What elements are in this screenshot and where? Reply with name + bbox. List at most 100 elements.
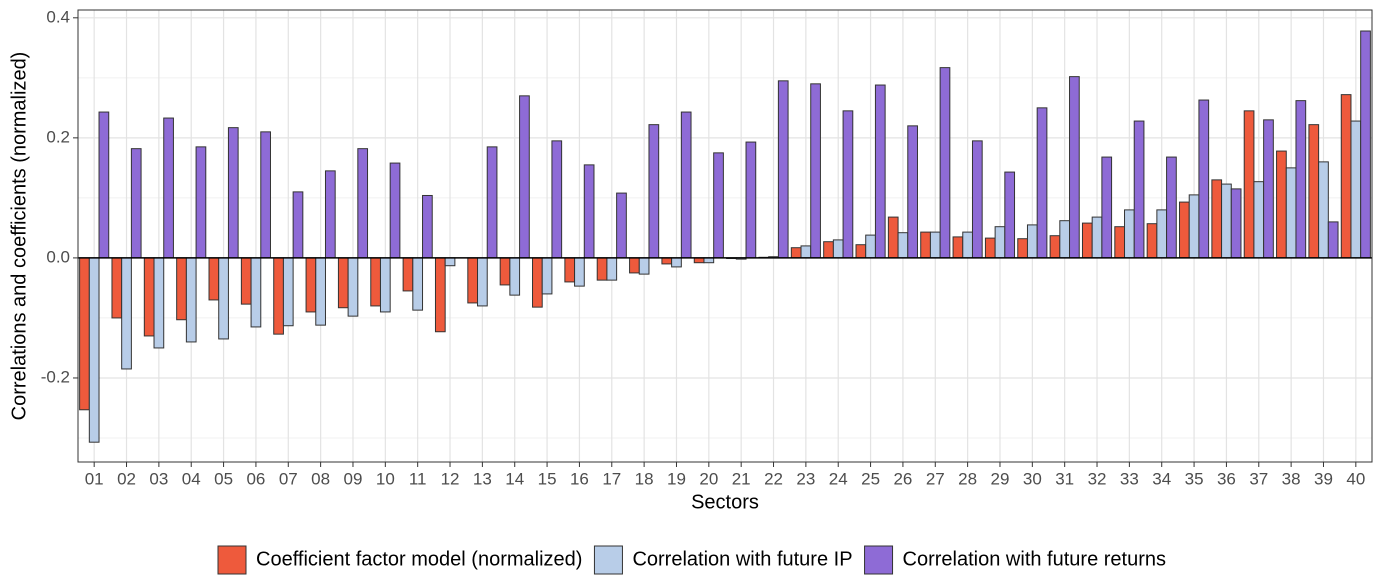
bar (713, 152, 724, 259)
x-tick-label: 38 (1282, 469, 1301, 488)
x-tick-label: 02 (117, 469, 136, 488)
bar (130, 148, 142, 259)
bar (519, 95, 530, 259)
bar (907, 125, 918, 259)
x-tick-label: 13 (473, 469, 492, 488)
x-tick-label: 25 (861, 469, 880, 488)
bar (596, 257, 608, 281)
bar (509, 257, 521, 296)
bar (1081, 222, 1093, 259)
bar (541, 257, 553, 295)
x-tick-label: 11 (409, 469, 427, 488)
legend-key (864, 545, 894, 575)
bar (315, 257, 326, 326)
legend-key (217, 545, 247, 575)
y-tick-label: 0.0 (46, 247, 70, 266)
bar (920, 231, 931, 259)
bar (121, 257, 132, 370)
bar (661, 257, 673, 265)
x-tick-label: 28 (958, 469, 977, 488)
x-tick-label: 32 (1088, 469, 1107, 488)
bar (1360, 30, 1371, 259)
x-tick-label: 19 (667, 469, 686, 488)
x-tick-label: 23 (796, 469, 815, 488)
x-tick-label: 16 (570, 469, 589, 488)
bar (532, 257, 543, 308)
bar (1124, 209, 1135, 259)
bar (1318, 161, 1329, 259)
bar (292, 191, 304, 259)
bar (671, 257, 682, 268)
bar (897, 232, 909, 259)
x-tick-label: 40 (1346, 469, 1365, 488)
legend-label: Correlation with future IP (632, 548, 852, 570)
bar (1069, 76, 1080, 259)
bar (1188, 194, 1200, 259)
legend-key (593, 545, 623, 575)
bar (444, 257, 456, 267)
bar (477, 257, 488, 307)
bar (98, 111, 110, 259)
bar (402, 257, 414, 292)
bar (855, 244, 867, 259)
bar (486, 146, 498, 259)
x-tick-label: 21 (732, 469, 751, 488)
x-tick-label: 12 (441, 469, 460, 488)
bar (357, 148, 369, 259)
bar (1211, 179, 1223, 259)
bar (282, 257, 294, 327)
bar (1253, 181, 1265, 259)
bar (176, 257, 187, 321)
bar (195, 146, 207, 259)
bar (88, 257, 100, 443)
x-tick-label: 05 (214, 469, 233, 488)
plot-border (77, 9, 1373, 463)
bar (347, 257, 359, 317)
bar (208, 257, 220, 301)
bar (1285, 167, 1297, 259)
x-axis-title: Sectors (691, 491, 759, 513)
x-tick-label: 37 (1249, 469, 1268, 488)
bar (564, 257, 576, 283)
x-tick-label: 27 (926, 469, 945, 488)
x-tick-label: 18 (635, 469, 654, 488)
x-tick-label: 04 (182, 469, 201, 488)
bar (1243, 110, 1255, 259)
x-tick-label: 35 (1185, 469, 1204, 488)
bar (583, 164, 595, 259)
bar (1156, 209, 1168, 259)
bar (1059, 220, 1071, 259)
bar (1327, 221, 1339, 259)
bar (823, 241, 834, 259)
bar (1114, 226, 1126, 259)
x-tick-label: 01 (85, 469, 104, 488)
bar (153, 257, 165, 349)
bar (379, 257, 391, 313)
bar (389, 162, 401, 259)
bar (324, 170, 336, 259)
bar (1221, 183, 1232, 259)
bar (648, 124, 660, 259)
bar (337, 257, 349, 309)
bar (994, 226, 1006, 259)
bar (467, 257, 479, 304)
x-tick-label: 31 (1055, 469, 1074, 488)
bar (260, 131, 271, 259)
bar (218, 257, 229, 340)
bar (874, 84, 886, 259)
bar (1295, 100, 1307, 259)
bar (412, 257, 424, 311)
x-tick-label: 36 (1217, 469, 1236, 488)
y-axis-title: Correlations and coefficients (normalize… (8, 52, 30, 421)
bar (939, 67, 951, 259)
bar (984, 237, 996, 259)
x-tick-label: 15 (538, 469, 557, 488)
bar (842, 110, 854, 259)
bar (929, 231, 941, 259)
bar (1036, 107, 1048, 259)
bar (79, 257, 90, 411)
bar (422, 194, 433, 259)
bar (1133, 120, 1145, 259)
bar (1198, 99, 1210, 259)
